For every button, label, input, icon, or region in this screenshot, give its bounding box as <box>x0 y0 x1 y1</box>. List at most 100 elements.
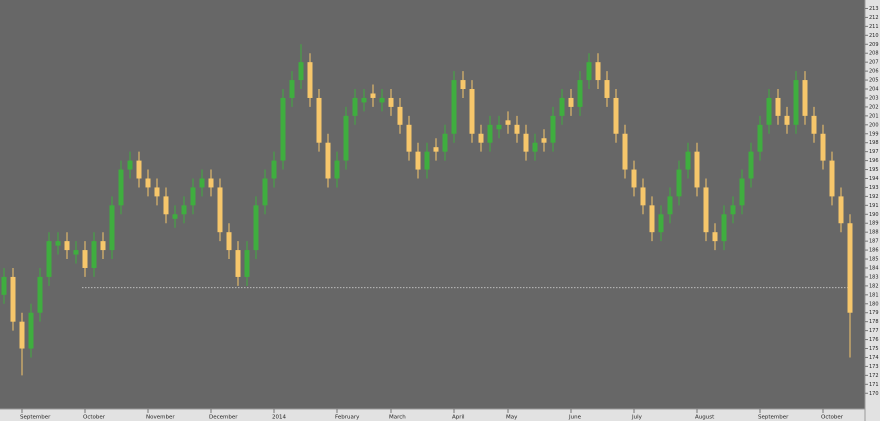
candle-body <box>505 120 511 125</box>
candle-body <box>145 178 151 188</box>
candle-body <box>370 93 376 98</box>
candle-body <box>118 169 124 206</box>
candle-body <box>253 205 259 251</box>
y-tick-label: 185 <box>869 257 879 263</box>
candle-body <box>28 312 34 349</box>
candle-body <box>613 97 619 134</box>
y-axis-panel <box>865 0 880 421</box>
y-tick-label: 212 <box>869 15 879 21</box>
y-tick-label: 211 <box>869 24 879 30</box>
candle-body <box>379 97 385 103</box>
y-tick-label: 210 <box>869 33 879 39</box>
candle-body <box>649 205 655 233</box>
candle-body <box>820 133 826 161</box>
x-tick-label: March <box>389 415 406 421</box>
x-tick-label: April <box>452 415 465 421</box>
y-tick-label: 203 <box>869 95 879 101</box>
candle-body <box>82 250 88 268</box>
x-tick-label: June <box>568 415 582 421</box>
candle-body <box>316 97 322 143</box>
candle-body <box>757 124 763 152</box>
candle-body <box>334 160 340 179</box>
y-tick-label: 180 <box>869 301 879 307</box>
x-tick-label: July <box>631 415 643 421</box>
x-tick-label: February <box>335 415 360 421</box>
y-tick-label: 181 <box>869 292 879 298</box>
candle-body <box>559 97 565 116</box>
candle-body <box>343 115 349 161</box>
candle-body <box>433 147 439 152</box>
candle-body <box>703 187 709 233</box>
x-tick-label: May <box>506 415 518 421</box>
candle-body <box>586 62 592 81</box>
candle-body <box>739 178 745 206</box>
candle-body <box>532 142 538 152</box>
candle-body <box>136 160 142 179</box>
candle-body <box>46 241 52 277</box>
y-tick-label: 172 <box>869 373 879 379</box>
candle-body <box>298 62 304 81</box>
candle-body <box>91 241 97 268</box>
candle-body <box>496 124 502 130</box>
candle-body <box>487 124 493 143</box>
candle-body <box>361 97 367 103</box>
candle-body <box>577 80 583 107</box>
candle-body <box>460 80 466 90</box>
candle-body <box>667 196 673 215</box>
y-tick-label: 192 <box>869 194 879 200</box>
candle-body <box>721 214 727 242</box>
x-tick-label: September <box>20 415 51 421</box>
candle-body <box>73 250 79 255</box>
y-tick-label: 195 <box>869 167 879 173</box>
candle-body <box>325 142 331 179</box>
candle-body <box>217 187 223 233</box>
candle-body <box>55 241 61 246</box>
x-axis-panel <box>0 409 880 421</box>
candle-body <box>541 138 547 143</box>
candle-body <box>694 151 700 188</box>
candle-body <box>595 62 601 81</box>
y-tick-label: 193 <box>869 185 879 191</box>
y-tick-label: 206 <box>869 69 879 75</box>
x-tick-label: October <box>83 415 106 421</box>
candle-body <box>829 160 835 197</box>
candle-body <box>109 205 115 251</box>
y-tick-label: 186 <box>869 248 879 254</box>
candle-body <box>451 80 457 134</box>
candle-body <box>442 133 448 152</box>
y-tick-label: 207 <box>869 60 879 66</box>
candle-body <box>838 196 844 224</box>
candle-body <box>37 276 43 313</box>
candle-body <box>622 133 628 170</box>
y-tick-label: 196 <box>869 158 879 164</box>
candle-body <box>271 160 277 179</box>
y-tick-label: 176 <box>869 337 879 343</box>
y-tick-label: 191 <box>869 203 879 209</box>
x-tick-label: October <box>821 415 844 421</box>
candle-body <box>244 250 250 277</box>
y-tick-label: 213 <box>869 6 879 12</box>
candle-body <box>19 321 25 349</box>
candle-body <box>811 115 817 134</box>
y-tick-label: 170 <box>869 391 879 397</box>
y-tick-label: 173 <box>869 364 879 370</box>
y-tick-label: 194 <box>869 176 879 182</box>
candle-body <box>280 97 286 161</box>
x-tick-label: November <box>146 415 175 421</box>
candle-body <box>64 241 70 251</box>
candle-body <box>568 97 574 107</box>
candle-body <box>424 151 430 170</box>
y-tick-label: 199 <box>869 131 879 137</box>
x-tick-label: August <box>695 415 715 421</box>
y-tick-label: 205 <box>869 78 879 84</box>
y-tick-label: 197 <box>869 149 879 155</box>
candle-body <box>226 232 232 251</box>
y-tick-label: 200 <box>869 122 879 128</box>
candle-body <box>748 151 754 179</box>
candle-body <box>199 178 205 188</box>
candle-body <box>415 151 421 170</box>
candle-body <box>397 106 403 125</box>
